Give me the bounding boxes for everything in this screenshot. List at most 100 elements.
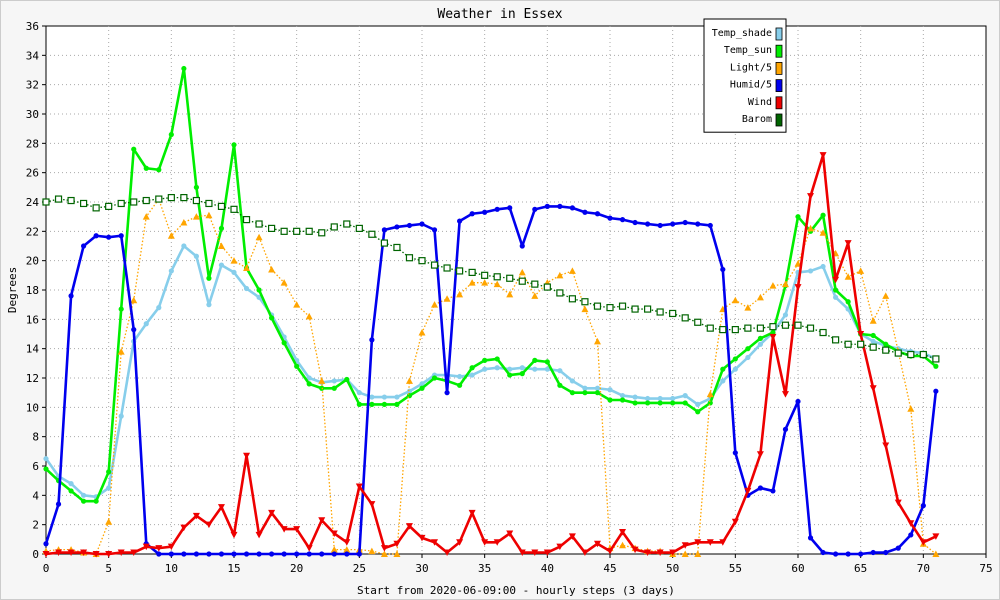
data-point [756,293,764,301]
data-point [42,551,50,558]
data-point [670,400,676,406]
data-point [883,549,889,556]
data-point [369,394,375,400]
data-point [681,542,689,549]
data-point [106,485,112,491]
data-point [380,550,388,557]
data-point [656,308,664,316]
data-point [706,324,714,332]
data-point [242,216,251,224]
y-tick-label: 12 [26,372,39,385]
data-point [419,385,425,391]
data-point [93,498,99,504]
data-point [355,483,363,491]
data-point [769,282,777,289]
data-point [807,224,815,232]
data-point [582,390,588,396]
data-point [895,545,901,551]
data-point [594,211,601,217]
data-point [820,212,826,218]
data-point [894,349,902,357]
data-point [532,366,538,372]
data-point [168,268,174,274]
data-point [869,317,877,324]
legend-label: Humid/5 [730,80,772,91]
data-point [732,450,738,456]
data-point [519,365,525,371]
y-tick-label: 22 [26,225,39,238]
data-point [531,549,539,557]
data-point [644,549,652,557]
legend-box [703,18,787,133]
data-point [493,273,501,281]
data-point [869,343,877,351]
data-point [507,372,513,378]
data-point [745,354,751,361]
legend-item: Humid/5 [730,79,783,92]
data-point [105,202,113,210]
data-point [457,218,463,224]
data-point [645,221,651,227]
series-line [45,67,937,503]
data-point [731,326,739,334]
data-point [269,315,275,321]
data-point [544,366,550,372]
data-point [507,366,513,372]
data-point [706,539,714,546]
data-point [330,546,338,553]
data-point [619,529,627,536]
data-point [744,487,752,495]
data-point [419,221,425,227]
data-point [305,545,313,552]
data-point [43,456,49,462]
data-point [394,401,400,407]
data-point [695,401,701,407]
y-tick-label: 36 [26,20,39,33]
data-point [42,198,50,206]
data-point [820,263,826,270]
data-point [932,355,940,363]
data-point [430,261,439,269]
data-point [882,292,890,299]
data-point [431,375,438,381]
data-point [682,400,688,406]
data-point [557,382,563,388]
data-point [781,391,789,398]
data-point [118,233,124,239]
x-tick-label: 45 [603,562,616,575]
series-wind [42,152,940,558]
data-point [569,390,576,396]
data-point [493,280,501,288]
data-point [770,488,776,494]
data-point [518,277,526,285]
data-point [632,219,638,226]
data-point [806,324,815,332]
series-humid-5 [43,203,939,557]
data-point [506,290,514,298]
data-point [93,233,99,239]
data-point [181,551,187,557]
data-point [795,398,801,405]
data-point [681,314,689,322]
data-point [394,224,400,230]
y-tick-label: 2 [32,519,39,532]
y-tick-label: 14 [26,343,40,356]
data-point [819,328,827,337]
data-point [106,234,112,240]
data-point [230,257,238,264]
data-point [343,546,351,553]
data-point [305,227,313,235]
data-point [732,356,738,362]
data-point [556,289,564,297]
data-point [306,381,312,387]
data-point [167,232,175,239]
data-point [393,243,401,252]
data-point [469,211,475,217]
data-point [255,233,263,241]
data-point [368,547,376,555]
data-point [506,274,514,282]
data-point [181,243,187,249]
data-point [294,363,300,369]
y-tick-label: 20 [26,255,39,268]
data-point [543,549,551,557]
